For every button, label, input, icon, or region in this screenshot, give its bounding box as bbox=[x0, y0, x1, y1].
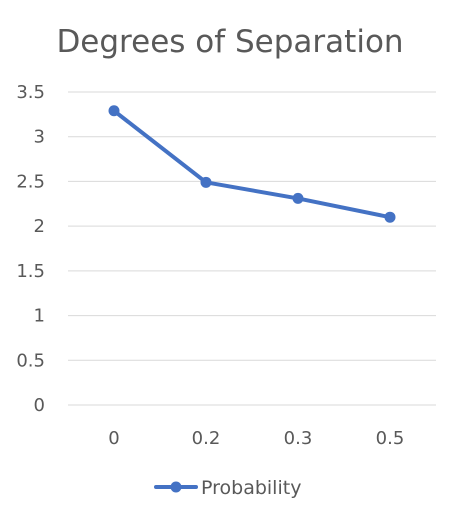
data-point bbox=[292, 192, 304, 204]
series-line bbox=[112, 108, 392, 220]
y-tick-label: 0 bbox=[34, 395, 45, 416]
data-point bbox=[200, 176, 212, 188]
y-tick-label: 3 bbox=[34, 127, 45, 148]
x-tick-label: 0.2 bbox=[192, 428, 221, 449]
y-tick-label: 2.5 bbox=[16, 171, 45, 192]
legend-label: Probability bbox=[201, 477, 301, 499]
y-tick-label: 3.5 bbox=[16, 82, 45, 103]
legend-marker bbox=[170, 481, 182, 493]
y-tick-label: 0.5 bbox=[16, 350, 45, 371]
y-axis-tick-labels: 0 0.5 1 1.5 2 2.5 3 3.5 bbox=[16, 82, 45, 416]
series-group bbox=[108, 105, 396, 223]
legend: Probability bbox=[154, 477, 301, 499]
data-point bbox=[384, 211, 396, 223]
y-tick-label: 1 bbox=[34, 306, 45, 327]
y-tick-label: 1.5 bbox=[16, 261, 45, 282]
x-tick-label: 0.3 bbox=[284, 428, 313, 449]
chart-title: Degrees of Separation bbox=[56, 24, 403, 60]
x-tick-label: 0.5 bbox=[376, 428, 405, 449]
data-point bbox=[108, 105, 120, 117]
gridlines bbox=[68, 91, 436, 406]
x-axis-tick-labels: 0 0.2 0.3 0.5 bbox=[108, 428, 404, 449]
x-tick-label: 0 bbox=[108, 428, 119, 449]
y-tick-label: 2 bbox=[34, 216, 45, 237]
